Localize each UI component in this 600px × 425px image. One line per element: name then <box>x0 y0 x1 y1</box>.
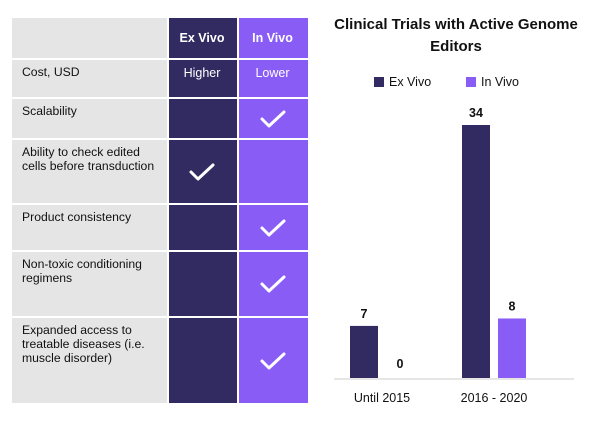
scalability-in-vivo <box>237 99 308 138</box>
table-header-row: Ex Vivo In Vivo <box>12 18 308 58</box>
clinical-trials-chart: Clinical Trials with Active Genome Edito… <box>318 0 594 425</box>
table-row-check-edited: Ability to check edited cells before tra… <box>12 140 308 203</box>
bar-in-vivo <box>498 318 526 378</box>
header-ex-vivo: Ex Vivo <box>167 18 237 58</box>
data-label: 34 <box>469 106 483 120</box>
check-icon <box>260 219 285 236</box>
non-toxic-in-vivo <box>237 252 308 316</box>
x-tick-label: 2016 - 2020 <box>461 391 528 405</box>
non-toxic-ex-vivo <box>167 252 237 316</box>
data-label: 8 <box>509 299 516 313</box>
data-label: 7 <box>361 307 368 321</box>
row-label: Non-toxic conditioning regimens <box>12 252 167 316</box>
check-edited-ex-vivo <box>167 140 237 203</box>
legend-label-ex-vivo: Ex Vivo <box>389 75 431 89</box>
data-label: 0 <box>397 357 404 371</box>
row-label: Scalability <box>12 99 167 138</box>
table-row-non-toxic: Non-toxic conditioning regimens <box>12 252 308 316</box>
check-icon <box>260 110 285 127</box>
chart-canvas: Ex Vivo In Vivo 7 0 34 8 Until 2015 2016 - … <box>334 75 574 405</box>
check-edited-in-vivo <box>237 140 308 203</box>
comparison-table: Ex Vivo In Vivo Cost, USD Higher Lower S… <box>12 18 308 403</box>
expanded-access-in-vivo <box>237 318 308 403</box>
header-empty-cell <box>12 18 167 58</box>
header-in-vivo: In Vivo <box>237 18 308 58</box>
check-icon <box>189 163 215 180</box>
x-tick-label: Until 2015 <box>354 391 410 405</box>
cost-ex-vivo: Higher <box>167 60 237 97</box>
row-label: Expanded access to treatable diseases (i… <box>12 318 167 403</box>
legend-swatch-in-vivo <box>466 77 476 87</box>
bar-group: 7 0 34 8 <box>350 106 526 378</box>
table-row-consistency: Product consistency <box>12 205 308 250</box>
check-icon <box>260 352 285 369</box>
cost-in-vivo: Lower <box>237 60 308 97</box>
legend-label-in-vivo: In Vivo <box>481 75 519 89</box>
table-row-expanded-access: Expanded access to treatable diseases (i… <box>12 318 308 403</box>
bar-ex-vivo <box>350 325 378 378</box>
consistency-in-vivo <box>237 205 308 250</box>
row-label: Cost, USD <box>12 60 167 97</box>
scalability-ex-vivo <box>167 99 237 138</box>
bar-ex-vivo <box>462 125 490 378</box>
legend-swatch-ex-vivo <box>374 77 384 87</box>
consistency-ex-vivo <box>167 205 237 250</box>
check-icon <box>260 275 285 293</box>
row-label: Ability to check edited cells before tra… <box>12 140 167 203</box>
table-row-cost: Cost, USD Higher Lower <box>12 60 308 97</box>
row-label: Product consistency <box>12 205 167 250</box>
chart-title: Clinical Trials with Active Genome Edito… <box>334 16 578 55</box>
expanded-access-ex-vivo <box>167 318 237 403</box>
table-row-scalability: Scalability <box>12 99 308 138</box>
